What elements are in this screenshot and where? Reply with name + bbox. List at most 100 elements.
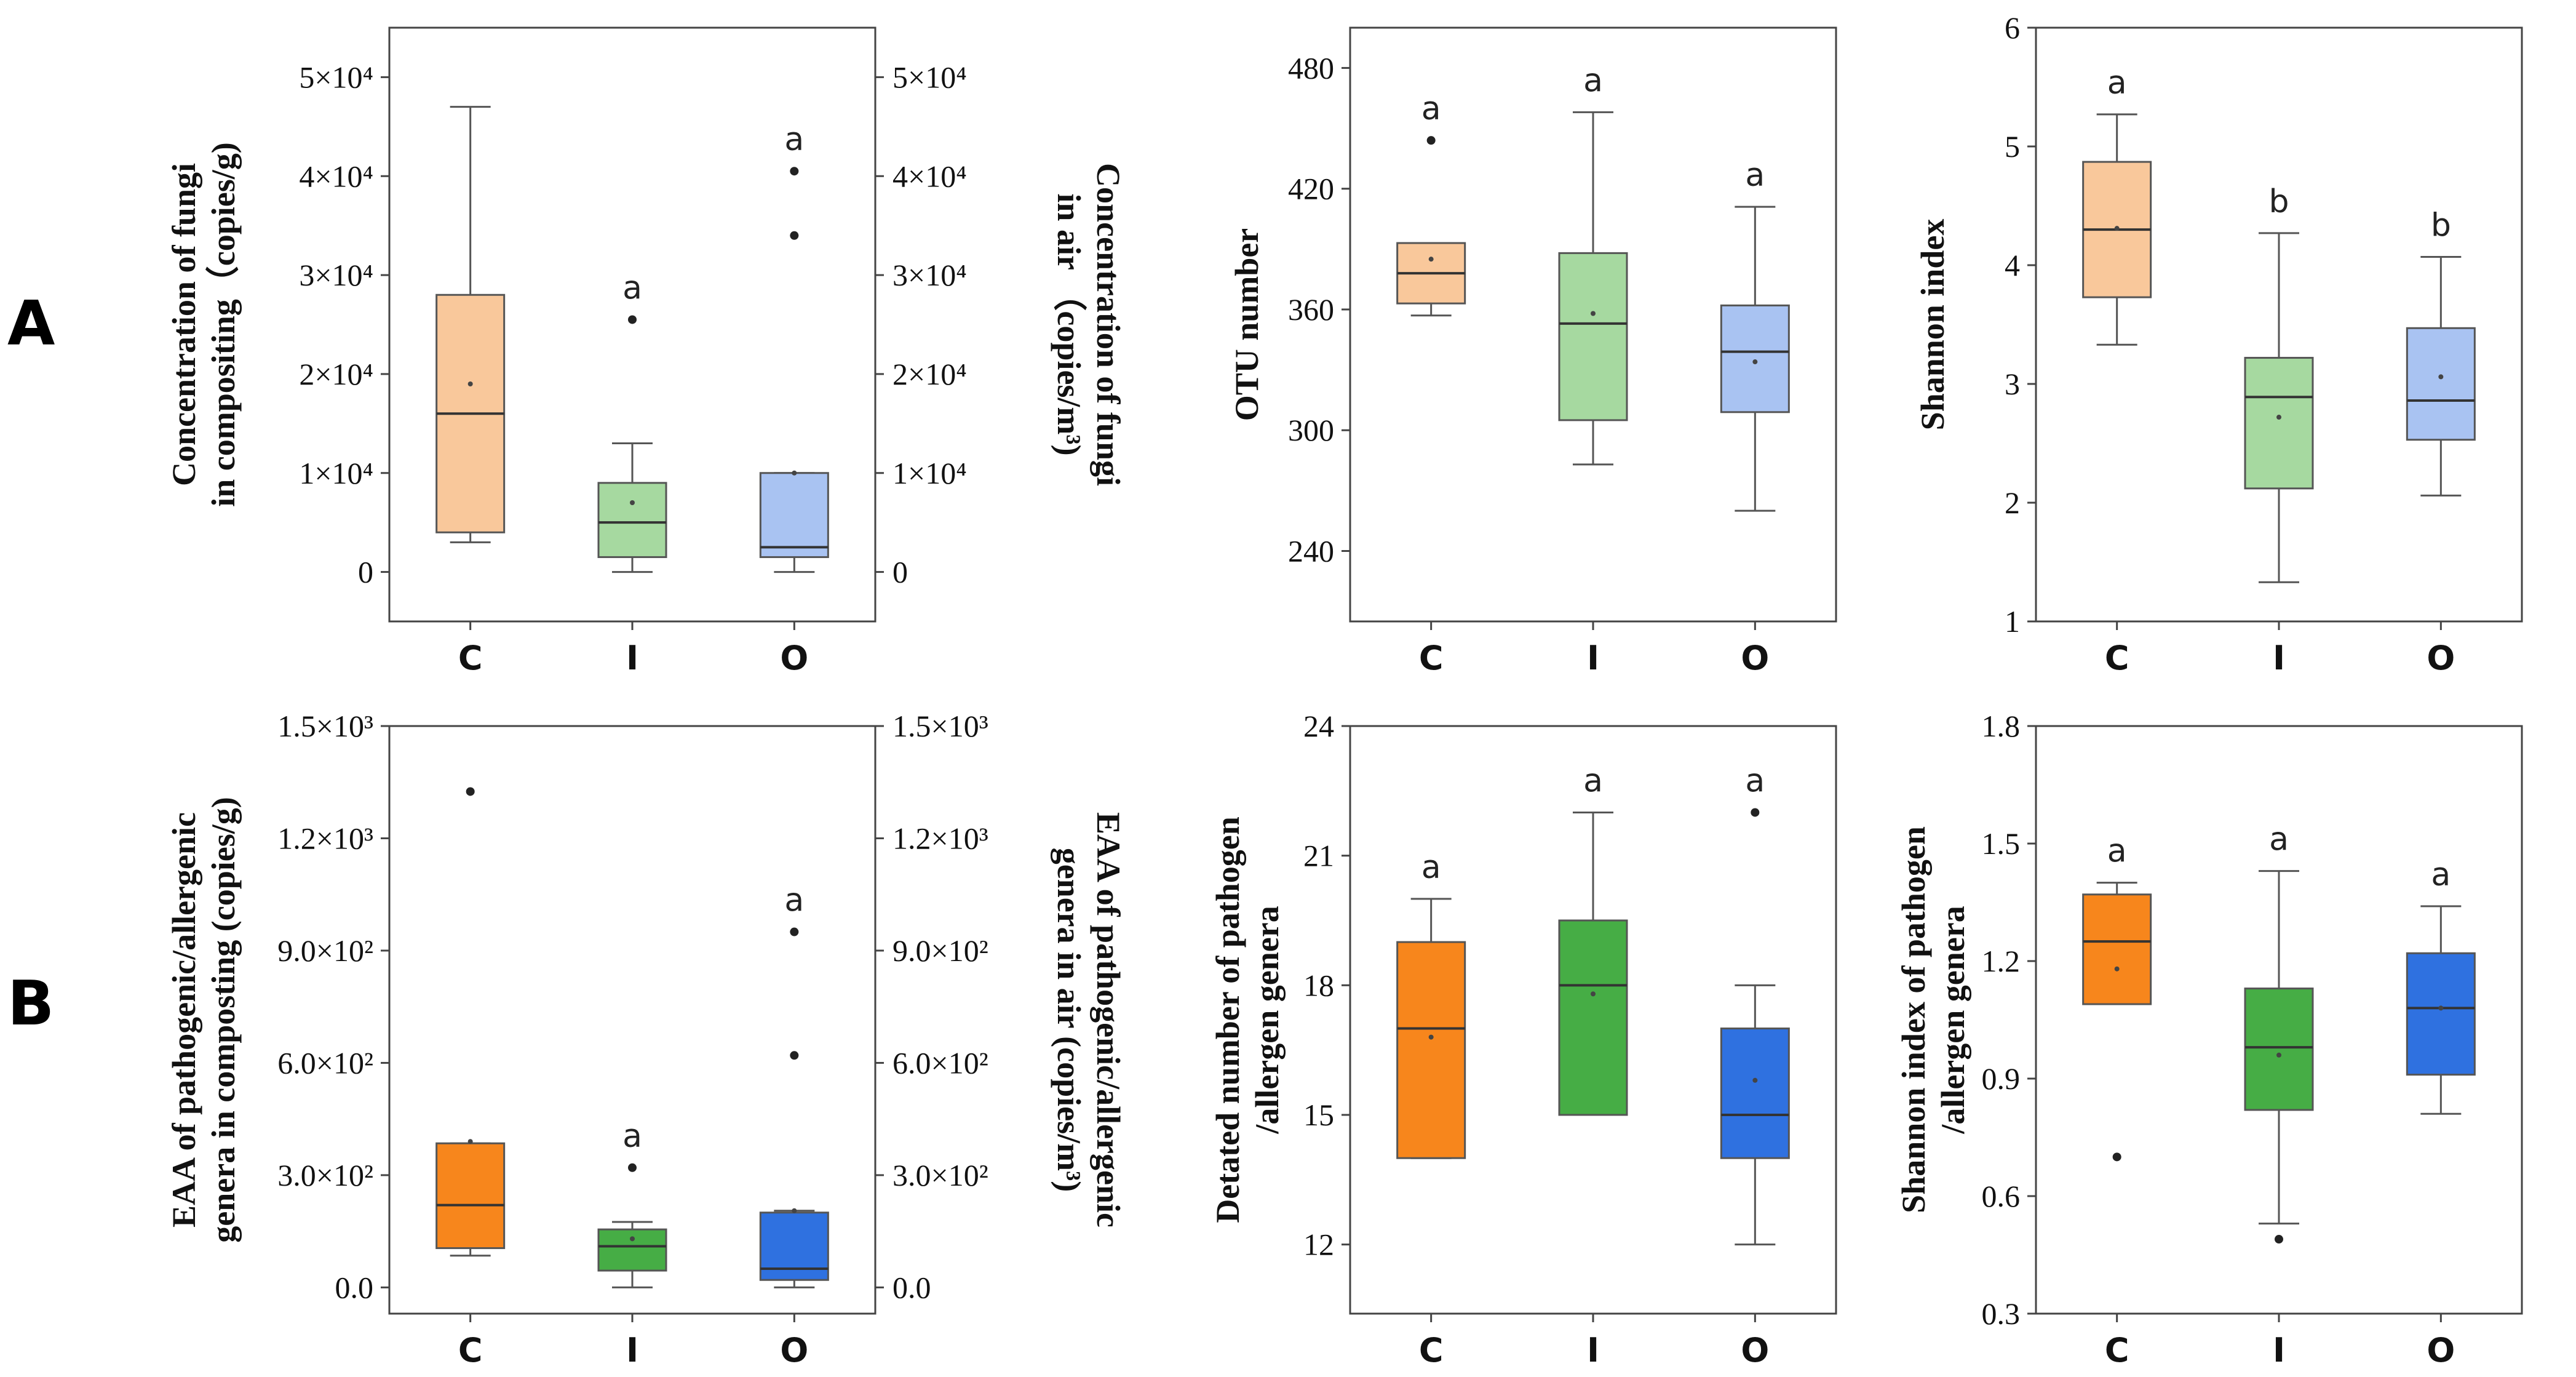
y2-tick-label: 9.0×10² <box>892 933 988 968</box>
mean-marker <box>1428 257 1434 262</box>
y-axis-title-line: /allergen genera <box>1934 906 1971 1134</box>
y-axis-title-line: Concentration of fungi <box>165 163 202 486</box>
box-C <box>1396 941 1466 1159</box>
chart-A2: 240 300 360 420 480 Ca Ia Oa OTU number <box>1228 26 1837 677</box>
panel-label-b: B <box>7 967 54 1039</box>
y-tick-label: 3.0×10² <box>277 1158 373 1192</box>
x-category-label: O <box>1741 1331 1769 1370</box>
x-category-label: C <box>458 1331 483 1370</box>
x-category-label: C <box>2105 639 2129 677</box>
significance-letter: a <box>784 882 804 919</box>
mean-marker <box>2114 966 2120 972</box>
chart-A3: 1 2 3 4 5 6 Ca Ib Ob Shannon index <box>1914 10 2523 677</box>
outlier-point <box>1751 808 1760 817</box>
y-tick-label: 360 <box>1288 292 1334 327</box>
y-tick-label: 1×10⁴ <box>299 456 373 490</box>
y-axis-title-line: genera in composting (copies/g) <box>205 797 242 1242</box>
y-axis-title-line: in compositing（copies/g) <box>205 142 242 507</box>
y-axis-title: Concentration of fungiin compositing（cop… <box>165 142 242 507</box>
significance-letter: a <box>1583 762 1603 799</box>
x-category-label: O <box>780 639 808 677</box>
x-category-label: I <box>1587 639 1599 677</box>
x-category-label: I <box>2273 1331 2285 1370</box>
y-axis-title-line: Detated number of pathogen <box>1209 816 1246 1223</box>
y2-axis-title: EAA of pathogenic/allergenicgenera in ai… <box>1051 812 1127 1227</box>
y2-tick-label: 4×10⁴ <box>892 159 967 193</box>
outlier-point <box>790 167 799 176</box>
mean-marker <box>2438 1005 2444 1011</box>
chart-B2: 12 15 18 21 24 Ca Ia Oa Detated number of pathog… <box>1209 709 1837 1370</box>
x-category-label: I <box>2273 639 2285 677</box>
y2-tick-label: 1.5×10³ <box>892 709 988 743</box>
chart-B3: 0.3 0.6 0.9 1.2 1.5 1.8 Ca Ia Oa Shannon index of… <box>1895 709 2523 1370</box>
mean-marker <box>630 1236 635 1242</box>
outlier-point <box>628 1163 637 1172</box>
significance-letter: a <box>2431 856 2451 893</box>
mean-marker <box>1591 991 1596 997</box>
significance-letter: a <box>2269 821 2289 858</box>
significance-letter: a <box>2107 65 2127 102</box>
mean-marker <box>1752 359 1758 365</box>
x-category-label: I <box>626 639 638 677</box>
y-tick-label: 0.3 <box>1982 1296 2021 1331</box>
box-I <box>597 482 667 558</box>
chart-B1: 0.0 0.0 3.0×10² 3.0×10² 6.0×10² 6.0×10² 9.0×10… <box>165 709 1127 1370</box>
significance-letter: a <box>1583 62 1603 99</box>
chart-A1: 0 0 1×10⁴ 1×10⁴ 2×10⁴ 2×10⁴ 3×10⁴ 3×10⁴ 4×10⁴ 4×1… <box>165 26 1127 677</box>
outlier-point <box>790 927 799 936</box>
mean-marker <box>792 1208 797 1213</box>
y2-tick-label: 0 <box>892 555 908 589</box>
y-tick-label: 2×10⁴ <box>299 357 373 391</box>
y-tick-label: 3×10⁴ <box>299 258 373 292</box>
y-axis-title-line: Shannon index of pathogen <box>1895 826 1932 1213</box>
significance-letter: a <box>622 269 642 306</box>
y2-axis-title-line: in air （copies/m³) <box>1051 193 1087 455</box>
box-C <box>2082 893 2152 1005</box>
y-tick-label: 5×10⁴ <box>299 60 373 94</box>
y-tick-label: 24 <box>1303 709 1334 743</box>
box-O <box>2406 952 2476 1076</box>
box-I <box>2244 357 2314 490</box>
box-O <box>1720 1028 1790 1159</box>
y2-tick-label: 3×10⁴ <box>892 258 967 292</box>
y-tick-label: 0 <box>358 555 373 589</box>
significance-letter: a <box>1421 849 1441 886</box>
y2-tick-label: 1×10⁴ <box>892 456 967 490</box>
y2-axis-title-line: Concentration of fungi <box>1090 163 1127 486</box>
y-axis-title-line: OTU number <box>1228 228 1265 421</box>
significance-letter: b <box>2268 183 2289 220</box>
box-O <box>2406 327 2476 441</box>
y-tick-label: 0.6 <box>1982 1179 2021 1213</box>
mean-marker <box>467 381 473 386</box>
y2-tick-label: 5×10⁴ <box>892 60 967 94</box>
y-tick-label: 0.0 <box>335 1270 374 1304</box>
y-axis-title-line: /allergen genera <box>1249 906 1286 1134</box>
mean-marker <box>1752 1077 1758 1083</box>
y-axis-title: Shannon index <box>1914 219 1951 431</box>
box-C <box>435 1142 506 1250</box>
y-tick-label: 4×10⁴ <box>299 159 373 193</box>
x-category-label: O <box>1741 639 1769 677</box>
outlier-point <box>790 1051 799 1060</box>
y-tick-label: 6 <box>2005 10 2020 45</box>
x-category-label: I <box>626 1331 638 1370</box>
y2-tick-label: 3.0×10² <box>892 1158 988 1192</box>
y-tick-label: 5 <box>2005 129 2020 164</box>
outlier-point <box>2275 1235 2283 1244</box>
outlier-point <box>466 787 475 796</box>
y-tick-label: 1.5×10³ <box>277 709 373 743</box>
x-category-label: C <box>1419 639 1444 677</box>
box-O <box>759 472 829 558</box>
y-tick-label: 0.9 <box>1982 1061 2021 1096</box>
mean-marker <box>1428 1034 1434 1040</box>
panel-label-a: A <box>7 287 55 359</box>
x-category-label: C <box>1419 1331 1444 1370</box>
mean-marker <box>1591 311 1596 316</box>
y-axis-title-line: Shannon index <box>1914 219 1951 431</box>
outlier-point <box>628 315 637 324</box>
y-tick-label: 4 <box>2005 248 2020 282</box>
y-tick-label: 9.0×10² <box>277 933 373 968</box>
outlier-point <box>2112 1152 2121 1162</box>
y-tick-label: 1.5 <box>1982 826 2021 861</box>
mean-marker <box>2114 226 2120 231</box>
